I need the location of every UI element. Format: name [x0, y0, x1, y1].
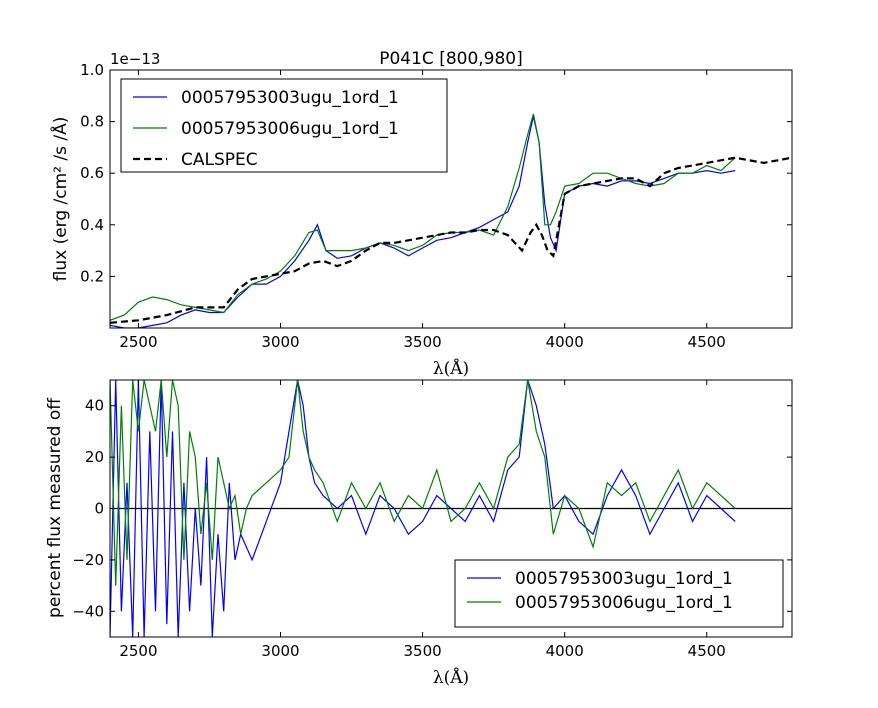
bottom-xtick-label: 4500 [688, 642, 726, 660]
bottom-ytick-label: 20 [85, 448, 104, 466]
top-ytick-label: 0.8 [80, 113, 104, 131]
top-series-line-3 [110, 156, 792, 324]
top-ylabel: flux (erg /cm² /s /Å) [49, 117, 71, 282]
bottom-xtick-label: 3000 [261, 642, 299, 660]
bottom-xtick-label: 2500 [119, 642, 157, 660]
top-ytick-label: 0.6 [80, 164, 104, 182]
bottom-series-line-2 [110, 380, 736, 586]
bottom-legend: 00057953003ugu_1ord_1 00057953006ugu_1ord… [454, 559, 784, 628]
bottom-ytick-label: 0 [94, 500, 104, 518]
top-legend: 00057953003ugu_1ord_1 00057953006ugu_1ord… [120, 78, 448, 173]
top-offset-text: 1e−13 [110, 50, 160, 68]
bottom-ytick-label: −40 [72, 602, 104, 620]
top-legend-label-3: CALSPEC [181, 150, 258, 170]
bottom-ylabel: percent flux measured off [45, 397, 65, 618]
bottom-ytick-label: −20 [72, 551, 104, 569]
top-series-group [110, 113, 792, 328]
top-ytick-label: 1.0 [80, 61, 104, 79]
bottom-xtick-label: 4000 [546, 642, 584, 660]
top-legend-label-1: 00057953003ugu_1ord_1 [181, 88, 399, 108]
top-legend-label-2: 00057953006ugu_1ord_1 [181, 119, 399, 139]
bottom-legend-box [454, 559, 784, 628]
top-axes-frame [109, 69, 793, 329]
bottom-xtick-label: 3500 [403, 642, 441, 660]
top-ytick-label: 0.4 [80, 216, 104, 234]
top-title: P041C [800,980] [379, 49, 523, 69]
top-xlabel: λ(Å) [433, 358, 469, 379]
bottom-ytick-label: 40 [85, 397, 104, 415]
top-ytick-label: 0.2 [80, 267, 104, 285]
top-xtick-label: 4500 [688, 333, 726, 351]
top-legend-box [120, 78, 448, 173]
plot-layer: 2500 3000 3500 4000 4500 0.2 0.4 0.6 0.8 1.0 00057… [72, 61, 793, 660]
bottom-xlabel: λ(Å) [433, 667, 469, 688]
bottom-series-line-1 [110, 380, 736, 637]
bottom-legend-label-2: 00057953006ugu_1ord_1 [515, 593, 733, 613]
top-xtick-label: 2500 [119, 333, 157, 351]
bottom-series-group [110, 380, 736, 637]
top-xtick-label: 4000 [546, 333, 584, 351]
top-xtick-label: 3500 [403, 333, 441, 351]
bottom-legend-label-1: 00057953003ugu_1ord_1 [515, 569, 733, 589]
top-xtick-label: 3000 [261, 333, 299, 351]
